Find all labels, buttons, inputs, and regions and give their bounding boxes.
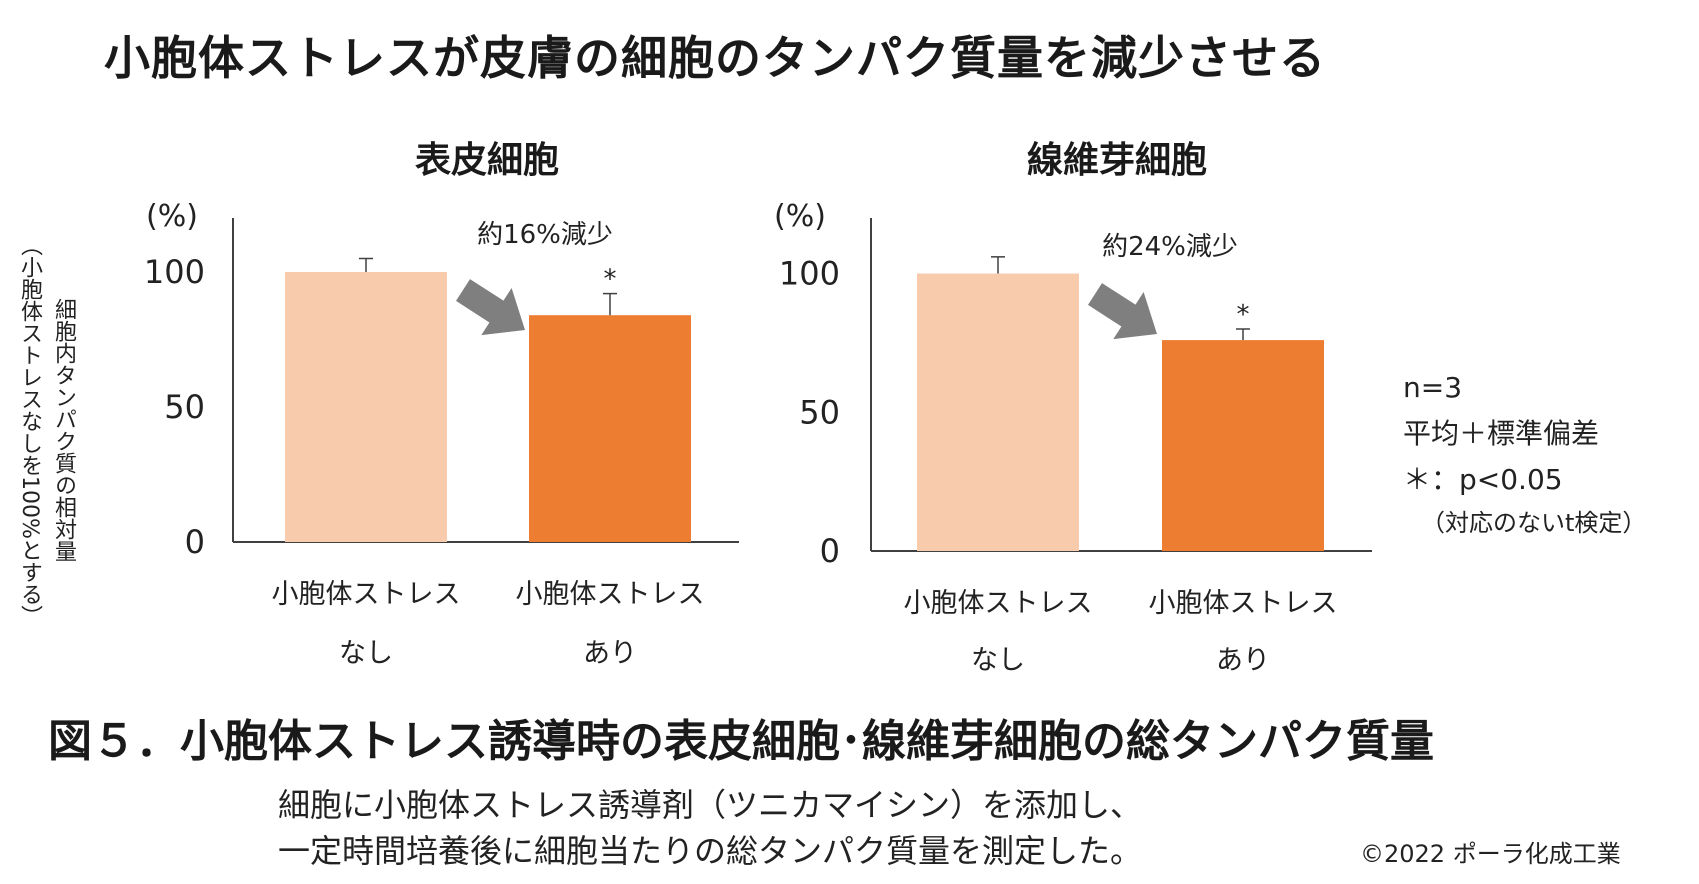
significance-marker: * <box>1237 300 1250 330</box>
note-statistic: 平均＋標準偏差 <box>1403 417 1600 450</box>
note-sample-size: n=3 <box>1403 371 1463 404</box>
y-axis-unit: (%) <box>146 199 198 234</box>
chart-title: 線維芽細胞 <box>1027 140 1207 181</box>
y-axis-label: 細胞内タンパク質の相対量 （小胞体ストレスなしを100%とする） <box>12 170 80 690</box>
decrease-arrow-icon <box>1088 283 1157 340</box>
y-tick-label: 100 <box>144 253 205 291</box>
y-tick-label: 0 <box>185 523 205 561</box>
decrease-arrow-icon <box>456 279 525 336</box>
x-tick-label: なし <box>971 645 1025 676</box>
description-line1: 細胞に小胞体ストレス誘導剤（ツニカマイシン）を添加し、 <box>277 786 1142 824</box>
bar <box>917 273 1079 551</box>
x-tick-label: 小胞体ストレス <box>1149 588 1338 619</box>
note-test: （対応のないt検定） <box>1421 509 1647 537</box>
x-tick-label: なし <box>339 638 393 669</box>
reduction-annotation: 約24%減少 <box>1102 232 1238 262</box>
copyright: ©2022 ポーラ化成工業 <box>1360 840 1621 868</box>
page-title: 小胞体ストレスが皮膚の細胞のタンパク質量を減少させる <box>104 31 1326 85</box>
statistics-notes: n=3 平均＋標準偏差 ＊：p<0.05 （対応のないt検定） <box>1403 365 1646 543</box>
note-significance: ＊：p<0.05 <box>1403 463 1563 496</box>
significance-marker: * <box>604 265 617 295</box>
y-axis-label-line1: 細胞内タンパク質の相対量 <box>51 298 76 562</box>
y-tick-label: 0 <box>820 532 840 570</box>
bar <box>1162 340 1324 551</box>
reduction-annotation: 約16%減少 <box>477 220 613 250</box>
x-tick-label: あり <box>1216 645 1270 676</box>
bar <box>529 315 691 542</box>
x-tick-label: 小胞体ストレス <box>516 579 705 610</box>
y-axis-label-line2: （小胞体ストレスなしを100%とする） <box>17 233 42 627</box>
figure-caption: 図５．小胞体ストレス誘導時の表皮細胞･線維芽細胞の総タンパク質量 <box>48 716 1434 767</box>
y-tick-label: 100 <box>779 255 840 293</box>
y-tick-label: 50 <box>799 393 840 431</box>
chart-title: 表皮細胞 <box>415 140 559 181</box>
y-tick-label: 50 <box>164 388 205 426</box>
x-tick-label: 小胞体ストレス <box>272 579 461 610</box>
description-line2: 一定時間培養後に細胞当たりの総タンパク質量を測定した。 <box>277 832 1142 870</box>
x-tick-label: あり <box>583 638 637 669</box>
y-axis-unit: (%) <box>774 199 826 234</box>
x-tick-label: 小胞体ストレス <box>904 588 1093 619</box>
bar <box>285 272 447 542</box>
